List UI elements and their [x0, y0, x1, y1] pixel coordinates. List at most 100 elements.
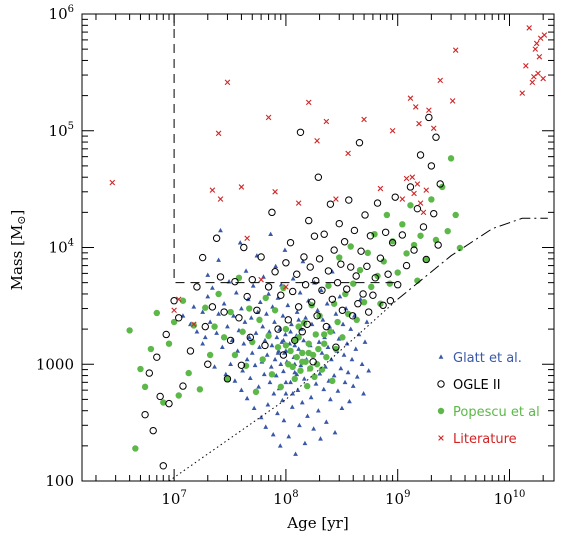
data-point-x	[361, 116, 367, 123]
data-point-triangle	[275, 410, 280, 416]
data-point-triangle	[279, 397, 285, 403]
data-point-circle	[371, 274, 379, 282]
data-point-triangle	[233, 290, 239, 295]
data-point-circle	[332, 343, 340, 351]
data-point-x	[416, 120, 422, 127]
data-point-triangle	[266, 291, 271, 296]
data-point-dot	[327, 328, 334, 335]
data-point-x	[449, 98, 456, 104]
data-point-circle	[279, 351, 288, 359]
data-point-triangle	[225, 324, 230, 329]
data-point-dot	[447, 155, 455, 162]
data-point-dot	[329, 377, 336, 385]
data-point-triangle	[282, 247, 288, 252]
data-point-circle	[422, 255, 430, 264]
data-point-triangle	[200, 309, 206, 314]
data-point-dot	[407, 202, 414, 209]
y-tick-label: 106	[49, 4, 74, 23]
data-point-circle	[145, 369, 154, 377]
data-point-circle	[376, 254, 385, 262]
data-point-circle	[231, 277, 239, 286]
data-point-triangle	[338, 365, 344, 371]
data-point-dot	[307, 365, 314, 372]
data-point-circle	[354, 300, 362, 308]
data-point-dot	[312, 331, 319, 338]
data-point-circle	[432, 133, 440, 141]
data-point-triangle	[194, 329, 200, 334]
data-point-triangle	[296, 317, 302, 322]
data-point-circle	[315, 255, 324, 263]
data-point-triangle	[257, 299, 263, 304]
data-point-triangle	[325, 344, 331, 349]
data-point-x	[238, 184, 245, 190]
data-point-triangle	[320, 317, 326, 322]
data-point-circle	[288, 287, 297, 296]
data-point-triangle	[266, 329, 272, 334]
data-point-circle	[246, 333, 254, 342]
data-point-dot	[336, 254, 343, 261]
data-point-triangle	[293, 451, 298, 456]
line-dotted	[168, 298, 399, 482]
data-point-dot	[268, 371, 276, 378]
data-point-triangle	[349, 356, 355, 362]
data-point-x	[377, 185, 384, 192]
data-point-triangle	[359, 361, 365, 367]
data-point-triangle	[202, 334, 208, 340]
data-point-circle	[253, 306, 261, 314]
data-point-dot	[252, 388, 260, 396]
data-point-dot	[353, 316, 360, 324]
legend-label-ogle: OGLE II	[453, 378, 501, 393]
data-point-dot	[231, 351, 239, 359]
data-point-circle	[369, 291, 377, 299]
data-point-circle	[264, 283, 273, 291]
data-point-triangle	[260, 324, 266, 329]
data-point-circle	[430, 209, 438, 218]
data-point-dot	[315, 345, 322, 353]
data-point-circle	[328, 295, 337, 304]
data-point-dot	[153, 309, 160, 317]
x-tick-label: 107	[161, 489, 186, 508]
data-point-triangle	[295, 387, 301, 392]
data-point-circle	[364, 308, 373, 316]
data-point-circle	[248, 275, 256, 284]
data-point-circle	[301, 281, 310, 289]
data-point-x	[217, 196, 224, 202]
data-point-circle	[298, 328, 306, 336]
data-point-dot	[305, 340, 312, 347]
data-point-triangle	[296, 346, 302, 351]
data-point-circle	[416, 151, 425, 159]
data-point-x	[305, 99, 312, 106]
data-point-x	[430, 125, 437, 132]
data-point-dot	[239, 328, 246, 335]
data-point-x	[272, 189, 278, 195]
data-point-triangle	[283, 379, 289, 385]
data-point-circle	[305, 216, 313, 225]
data-point-x	[399, 196, 406, 202]
data-point-triangle	[244, 356, 250, 362]
data-point-dot	[444, 227, 451, 235]
data-point-x	[535, 70, 541, 77]
data-point-triangle	[261, 274, 266, 279]
data-point-x	[265, 114, 272, 121]
legend-marker-x	[438, 435, 444, 441]
svg-text:Mass [M⊙]: Mass [M⊙]	[8, 210, 28, 291]
data-point-circle	[391, 193, 399, 201]
data-point-dot	[410, 241, 418, 249]
data-point-triangle	[242, 319, 248, 324]
data-point-dot	[224, 375, 231, 383]
data-point-triangle	[350, 383, 356, 388]
data-point-triangle	[288, 329, 293, 334]
data-point-triangle	[306, 298, 311, 303]
data-point-dot	[350, 280, 357, 287]
data-point-circle	[201, 322, 209, 331]
data-point-x	[532, 46, 539, 52]
data-point-circle	[340, 238, 349, 246]
data-point-dot	[291, 337, 298, 344]
y-tick-label: 105	[49, 121, 74, 140]
data-point-dot	[380, 258, 387, 265]
data-point-dot	[175, 392, 182, 399]
data-point-dot	[206, 351, 214, 359]
data-point-circle	[226, 336, 235, 345]
data-point-x	[536, 54, 543, 60]
series-dot	[126, 155, 464, 452]
